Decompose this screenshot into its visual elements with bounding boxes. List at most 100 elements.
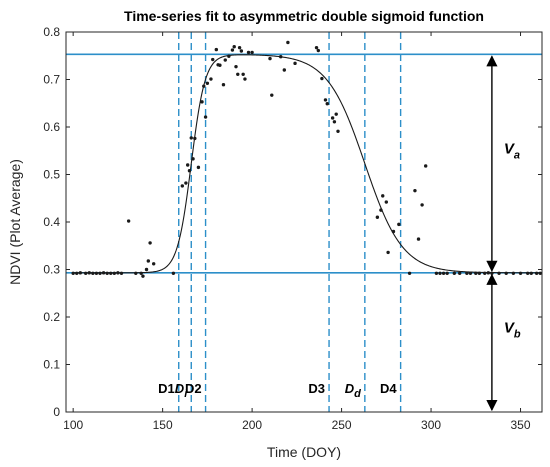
phase-marker-label-dd: Dd bbox=[345, 381, 361, 400]
data-point bbox=[184, 181, 188, 185]
phase-marker-label-d4: D4 bbox=[380, 381, 397, 396]
data-point bbox=[465, 271, 469, 275]
data-point bbox=[139, 271, 143, 275]
data-point bbox=[534, 271, 539, 275]
data-point bbox=[134, 271, 138, 275]
data-point bbox=[246, 50, 251, 55]
data-point bbox=[518, 271, 523, 275]
data-point bbox=[71, 271, 75, 275]
data-point bbox=[504, 271, 508, 275]
phase-marker-label-main: D bbox=[175, 381, 185, 396]
data-point bbox=[413, 188, 417, 193]
data-point bbox=[112, 271, 117, 275]
data-point bbox=[270, 93, 274, 97]
data-point bbox=[126, 219, 131, 223]
data-point bbox=[407, 271, 412, 275]
fit-curve-layer bbox=[73, 54, 542, 274]
data-point bbox=[468, 271, 473, 275]
data-point bbox=[189, 136, 193, 140]
phase-marker-label-d1: D1 bbox=[158, 381, 175, 396]
data-point bbox=[316, 48, 321, 53]
data-point bbox=[381, 194, 385, 198]
data-point bbox=[497, 271, 501, 275]
data-point bbox=[203, 115, 208, 119]
y-tick-label: 0.8 bbox=[43, 25, 60, 39]
y-tick-label: 0.4 bbox=[43, 215, 60, 229]
data-point bbox=[438, 271, 442, 275]
axis-ticks: 100 150 200 250 300 350 0 0.1 0.2 0.3 0.4 0.5 0.6 0.7… bbox=[43, 25, 542, 432]
data-point bbox=[237, 45, 242, 50]
data-point bbox=[483, 271, 487, 275]
data-point bbox=[391, 229, 396, 234]
data-point bbox=[452, 271, 457, 275]
data-point bbox=[314, 45, 319, 50]
y-tick-label: 0 bbox=[53, 405, 60, 419]
phase-marker-label-sub: i bbox=[184, 388, 188, 400]
data-point bbox=[94, 271, 99, 275]
amplitude-label-main: V bbox=[504, 319, 516, 336]
amplitude-label-b: Vb bbox=[504, 319, 521, 340]
data-point bbox=[332, 120, 337, 124]
data-point bbox=[445, 271, 449, 275]
data-point bbox=[87, 271, 91, 275]
phase-marker-label-d3: D3 bbox=[308, 381, 325, 396]
data-point bbox=[286, 40, 290, 45]
y-tick-label: 0.6 bbox=[43, 120, 60, 134]
data-point bbox=[236, 72, 240, 76]
data-point bbox=[185, 163, 190, 167]
amplitude-label-a: Va bbox=[504, 141, 520, 162]
data-point bbox=[221, 83, 226, 87]
data-point bbox=[250, 50, 254, 55]
data-point bbox=[196, 165, 201, 170]
data-point bbox=[416, 237, 421, 241]
data-point bbox=[223, 58, 227, 62]
data-point bbox=[323, 98, 328, 102]
data-point bbox=[98, 271, 102, 275]
data-point bbox=[109, 271, 113, 275]
data-point bbox=[486, 271, 491, 275]
amplitude-label-sub: a bbox=[514, 150, 520, 162]
data-point bbox=[200, 100, 204, 104]
data-point bbox=[91, 271, 95, 275]
data-point bbox=[187, 169, 192, 173]
data-point bbox=[434, 271, 439, 275]
x-tick-label: 200 bbox=[242, 418, 262, 432]
data-point bbox=[151, 262, 156, 266]
data-point bbox=[320, 76, 324, 81]
x-tick-label: 300 bbox=[421, 418, 441, 432]
data-point bbox=[474, 271, 478, 275]
x-tick-label: 350 bbox=[511, 418, 531, 432]
phase-marker-label-main: D bbox=[345, 381, 355, 396]
data-point bbox=[214, 47, 219, 52]
data-point bbox=[268, 56, 272, 61]
data-point bbox=[241, 72, 245, 76]
y-tick-label: 0.5 bbox=[43, 168, 60, 182]
data-point bbox=[101, 271, 106, 275]
amplitude-arrows: Va Vb bbox=[486, 55, 521, 412]
fit-curve bbox=[73, 54, 542, 274]
plot-area bbox=[66, 32, 542, 412]
data-points bbox=[71, 40, 542, 278]
data-point bbox=[193, 136, 197, 141]
data-point bbox=[282, 68, 287, 72]
data-point bbox=[477, 271, 482, 275]
data-point bbox=[397, 222, 401, 227]
data-point bbox=[490, 271, 494, 275]
chart-title: Time-series fit to asymmetric double sig… bbox=[124, 8, 484, 24]
data-point bbox=[234, 64, 238, 69]
data-point bbox=[218, 63, 222, 67]
data-point bbox=[191, 157, 195, 161]
data-point bbox=[375, 215, 380, 219]
data-point bbox=[420, 203, 424, 207]
data-point bbox=[230, 48, 235, 52]
data-point bbox=[538, 271, 542, 275]
phase-marker-label-d2: D2 bbox=[185, 381, 202, 396]
amplitude-label-sub: b bbox=[514, 328, 521, 340]
data-point bbox=[202, 84, 206, 88]
data-point bbox=[529, 271, 533, 275]
data-point bbox=[144, 267, 149, 272]
data-point bbox=[116, 271, 120, 275]
y-tick-label: 0.3 bbox=[43, 263, 60, 277]
